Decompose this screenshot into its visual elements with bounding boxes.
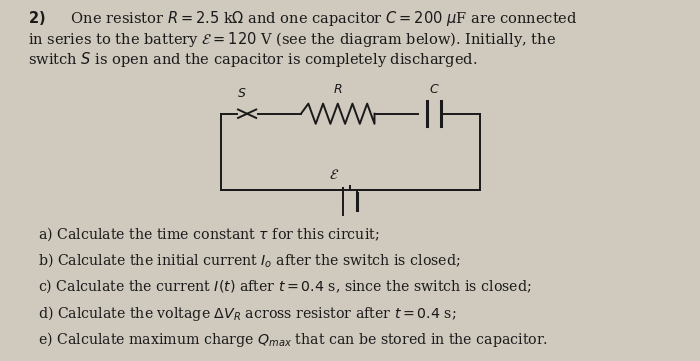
- Text: $S$: $S$: [237, 87, 246, 100]
- Text: switch $S$ is open and the capacitor is completely discharged.: switch $S$ is open and the capacitor is …: [28, 50, 477, 69]
- Text: $R$: $R$: [333, 83, 342, 96]
- Text: $C$: $C$: [428, 83, 440, 96]
- Text: d) Calculate the voltage $\Delta V_R$ across resistor after $t = 0.4$ s;: d) Calculate the voltage $\Delta V_R$ ac…: [38, 304, 457, 323]
- Text: e) Calculate maximum charge $Q_{max}$ that can be stored in the capacitor.: e) Calculate maximum charge $Q_{max}$ th…: [38, 330, 549, 349]
- Text: One resistor $R = 2.5$ k$\Omega$ and one capacitor $C = 200$ $\mu$F are connecte: One resistor $R = 2.5$ k$\Omega$ and one…: [66, 9, 578, 28]
- Text: $\mathcal{E}$: $\mathcal{E}$: [330, 168, 340, 182]
- Text: in series to the battery $\mathcal{E} = 120$ V (see the diagram below). Initiall: in series to the battery $\mathcal{E} = …: [28, 30, 556, 49]
- Text: $\mathbf{2)}$: $\mathbf{2)}$: [28, 9, 46, 27]
- Text: a) Calculate the time constant $\tau$ for this circuit;: a) Calculate the time constant $\tau$ fo…: [38, 226, 380, 243]
- Text: c) Calculate the current $I(t)$ after $t = 0.4$ s, since the switch is closed;: c) Calculate the current $I(t)$ after $t…: [38, 278, 532, 295]
- Text: b) Calculate the initial current $I_o$ after the switch is closed;: b) Calculate the initial current $I_o$ a…: [38, 252, 461, 269]
